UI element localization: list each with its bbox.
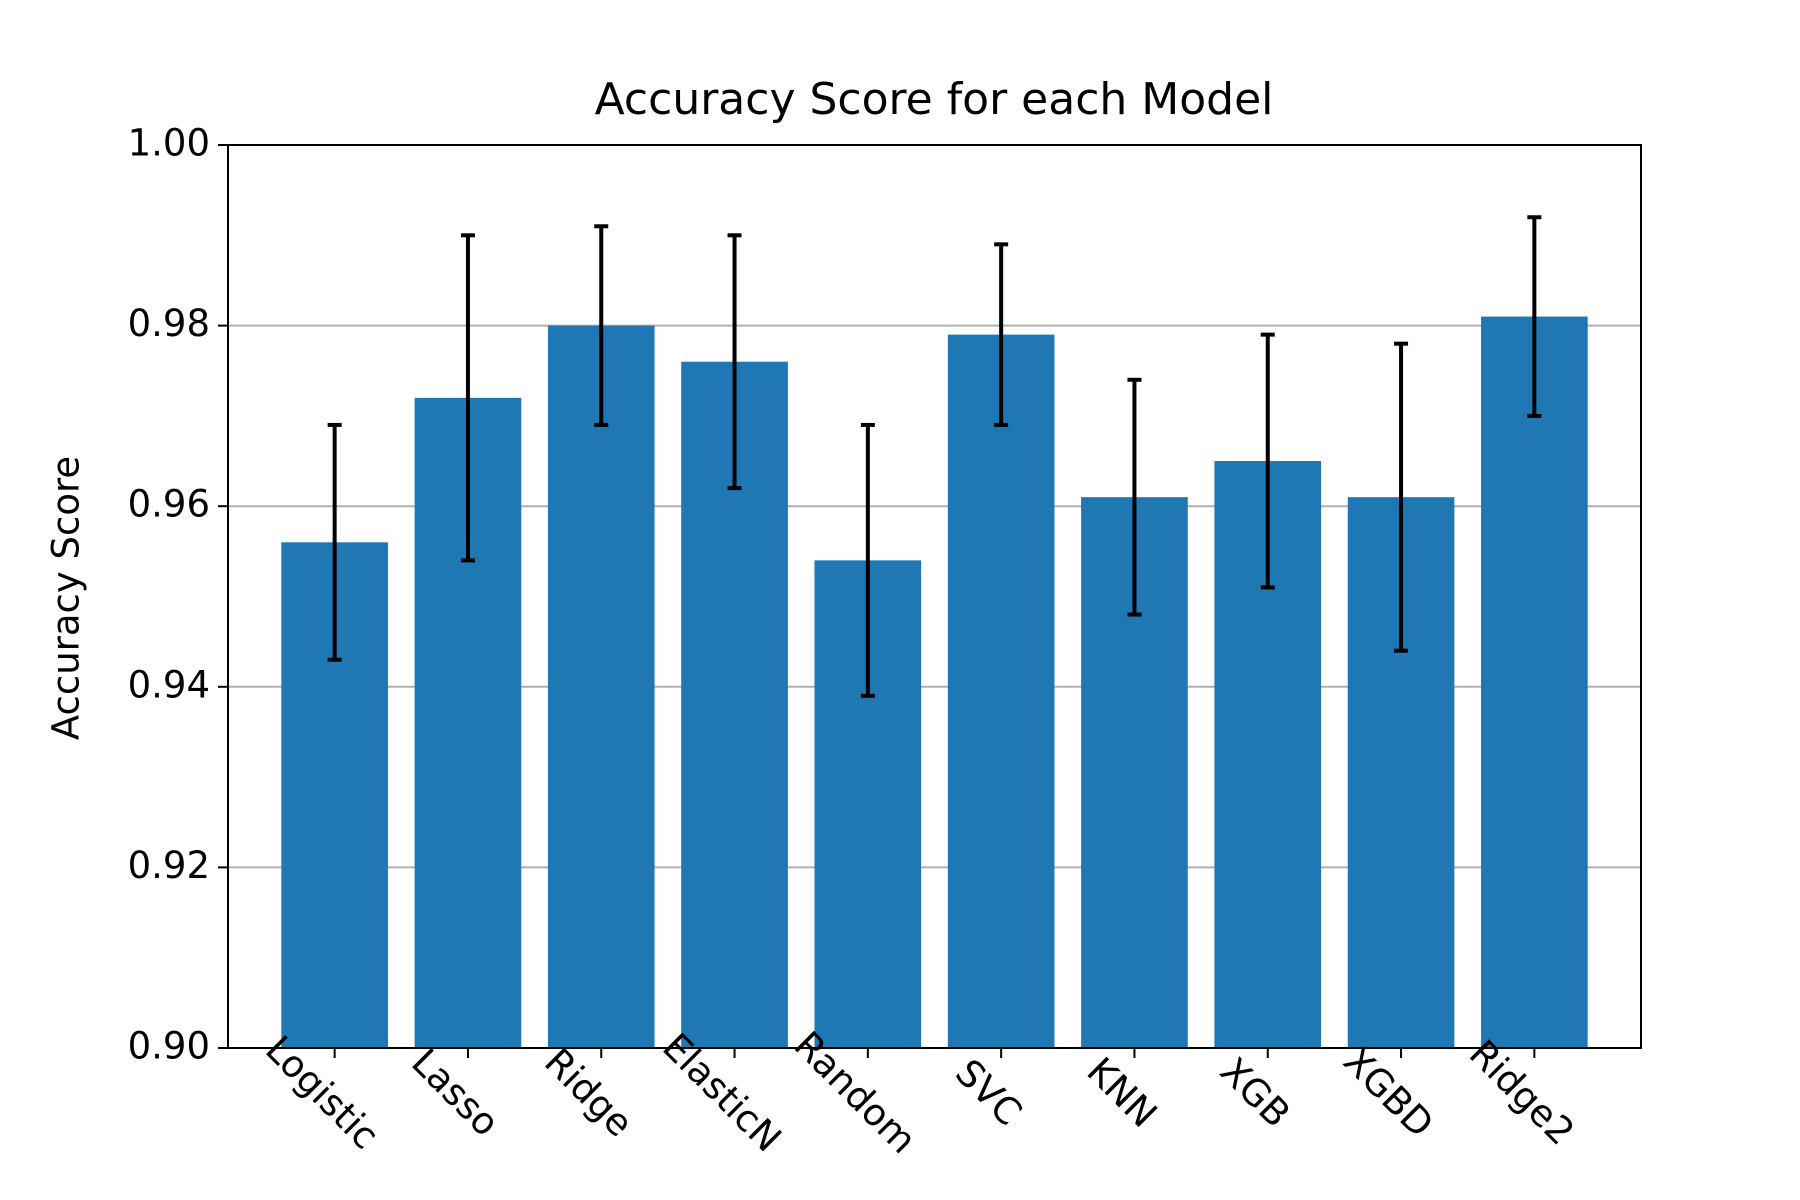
plot-frame	[227, 144, 1642, 1049]
x-tick-label: XGBD	[1335, 1039, 1442, 1146]
x-tick-label: KNN	[1079, 1049, 1166, 1136]
chart-title: Accuracy Score for each Model	[595, 74, 1274, 125]
y-tick-label: 1.00	[128, 122, 210, 165]
y-tick-label: 0.92	[128, 844, 210, 887]
y-axis-label: Accuracy Score	[45, 456, 88, 740]
x-tick-label: Ridge2	[1461, 1032, 1583, 1154]
y-tick-label: 0.90	[128, 1025, 210, 1068]
bar	[1481, 316, 1588, 1048]
bar	[947, 334, 1055, 1048]
y-tick-label: 0.98	[128, 302, 210, 345]
x-tick-label: SVC	[947, 1051, 1030, 1134]
y-tick-label: 0.94	[128, 663, 210, 706]
bar	[547, 325, 655, 1049]
x-tick-label: Lasso	[403, 1040, 507, 1144]
y-tick-label: 0.96	[128, 483, 210, 526]
x-tick-label: XGB	[1212, 1049, 1299, 1136]
x-tick-label: Ridge	[536, 1040, 641, 1145]
